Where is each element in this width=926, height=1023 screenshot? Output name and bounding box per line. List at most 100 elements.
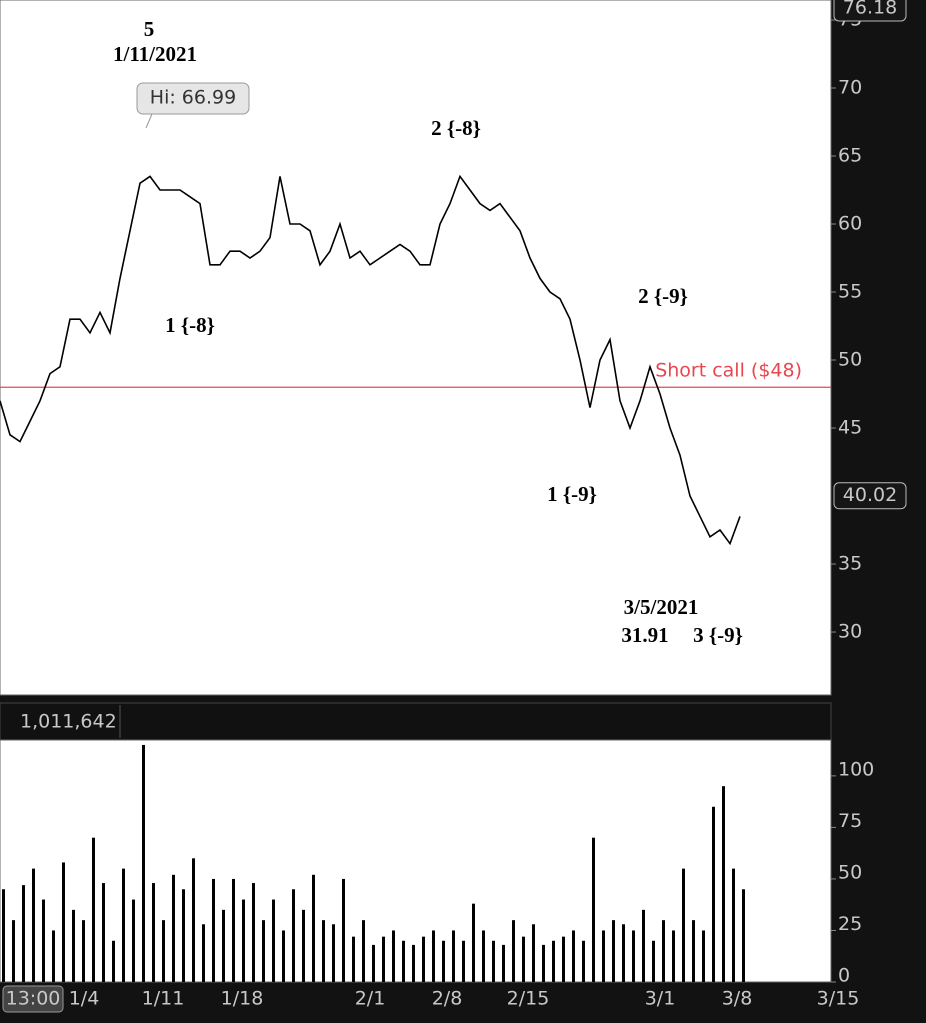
volume-bar [602,930,605,982]
y-tick-label: 50 [838,349,862,371]
volume-bar [2,889,5,982]
y-tick-label: 45 [838,417,862,439]
volume-bar [442,940,445,982]
volume-bar [282,930,285,982]
volume-bar [222,909,225,982]
volume-bar [672,930,675,982]
x-tick-label: 3/1 [645,988,676,1010]
volume-bar [412,944,415,982]
volume-bar [332,924,335,982]
reference-label: Short call ($48) [655,360,802,382]
volume-bar [202,924,205,982]
x-tick-label: 2/8 [432,988,463,1010]
x-tick-label: 3/15 [817,988,860,1010]
volume-bar [382,936,385,982]
volume-bar [32,868,35,982]
volume-bar [542,944,545,982]
y-tick-label: 65 [838,145,862,167]
volume-bar [622,924,625,982]
volume-bar [52,930,55,982]
y-tick-label: 70 [838,76,862,98]
hi-pointer [145,113,153,129]
volume-bar [592,837,595,982]
volume-bar [92,837,95,982]
volume-bar [312,874,315,982]
price-panel [0,0,832,696]
annotation: 3/5/2021 [624,595,699,619]
volume-bar [742,889,745,982]
y-tick-label: 55 [838,281,862,303]
annotation: 1 {-9} [547,482,597,506]
volume-bar [572,930,575,982]
time-box [2,985,64,1013]
volume-bar [612,920,615,982]
annotation: 2 {-8} [431,116,481,140]
x-tick-label: 13:00 [6,988,61,1010]
volume-bar [422,936,425,982]
annotation: 1/11/2021 [113,42,197,66]
volume-bar [462,940,465,982]
annotation: Hi: 66.99 [150,87,236,109]
annotation: 2 {-9} [638,284,688,308]
volume-bar [682,868,685,982]
annotation: 3 {-9} [693,623,743,647]
volume-bar [352,936,355,982]
volume-bar [632,930,635,982]
hi-callout [136,82,250,115]
y-tick-label: 60 [838,213,862,235]
volume-bar [262,920,265,982]
volume-bar [532,924,535,982]
volume-bar [152,883,155,982]
volume-bar [212,878,215,982]
volume-bar [242,899,245,982]
volume-bar [702,930,705,982]
volume-bar [112,940,115,982]
volume-bar [172,874,175,982]
annotation: 5 [144,17,155,41]
volume-bar [132,899,135,982]
y-tick-label: 100 [838,758,874,780]
volume-header: 1,011,642 [20,711,117,733]
annotation: 1 {-8} [165,313,215,337]
volume-bar [562,936,565,982]
volume-bar [652,940,655,982]
volume-bar [272,899,275,982]
volume-bar [392,930,395,982]
x-tick-label: 1/4 [69,988,100,1010]
price-tag-box [833,0,907,22]
volume-bar [432,930,435,982]
volume-bar [582,940,585,982]
volume-bar [182,889,185,982]
volume-bar [12,920,15,982]
x-tick-label: 1/18 [221,988,264,1010]
volume-bar [482,930,485,982]
volume-bar [62,862,65,982]
x-tick-label: 3/8 [722,988,753,1010]
volume-bar [362,920,365,982]
volume-bar [722,786,725,982]
volume-bar [322,920,325,982]
volume-bar [342,878,345,982]
y-tick-label: 0 [838,965,850,987]
y-tick-label: 75 [838,810,862,832]
volume-bar [72,909,75,982]
y-tick-label: 35 [838,553,862,575]
volume-bar [162,920,165,982]
volume-header [0,702,832,741]
y-tick-label: 50 [838,861,862,883]
volume-bar [292,889,295,982]
volume-bar [452,930,455,982]
volume-bar [472,903,475,982]
volume-bar [712,806,715,982]
volume-bar [402,940,405,982]
volume-bar [142,744,145,982]
volume-bar [372,944,375,982]
volume-bar [42,899,45,982]
x-tick-label: 2/1 [355,988,386,1010]
volume-bar [502,944,505,982]
volume-bar [122,868,125,982]
volume-bar [102,883,105,982]
price-line [0,174,741,546]
x-tick-label: 2/15 [507,988,550,1010]
